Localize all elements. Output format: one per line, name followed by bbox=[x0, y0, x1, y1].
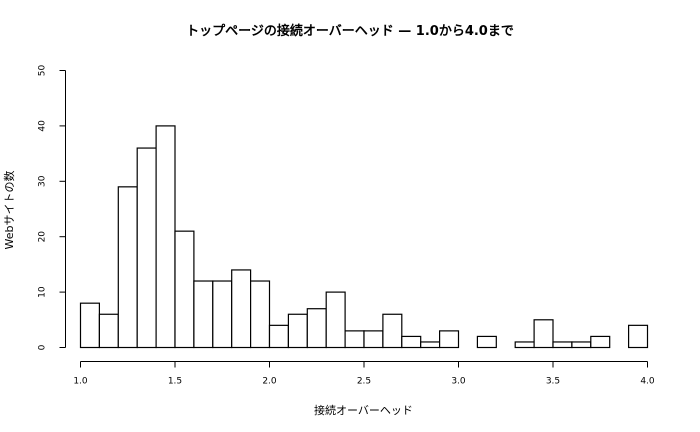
histogram-bar bbox=[439, 330, 460, 349]
histogram-bar bbox=[476, 335, 497, 349]
chart-title: トップページの接続オーバーヘッド — 1.0から4.0まで bbox=[186, 24, 514, 39]
histogram-bar bbox=[552, 341, 573, 349]
histogram-bar bbox=[79, 302, 100, 349]
histogram-bar bbox=[627, 324, 649, 349]
x-tick-label: 1.0 bbox=[73, 377, 88, 387]
y-tick-label: 10 bbox=[38, 286, 48, 298]
histogram-bar bbox=[231, 269, 252, 349]
y-axis: 0 10 20 30 40 50 bbox=[38, 65, 66, 350]
x-tick-label: 1.5 bbox=[168, 377, 182, 387]
histogram-bar bbox=[268, 324, 289, 349]
y-tick-label: 40 bbox=[38, 120, 48, 132]
histogram-bar bbox=[514, 341, 535, 349]
histogram-bar bbox=[344, 330, 365, 349]
histogram-bar bbox=[212, 280, 233, 349]
y-tick-label: 0 bbox=[38, 344, 48, 350]
histogram-bar bbox=[571, 341, 592, 349]
histogram-bar bbox=[306, 308, 327, 349]
histogram-bar bbox=[136, 147, 157, 349]
histogram-bar bbox=[382, 313, 403, 349]
histogram-bar bbox=[155, 125, 176, 349]
histogram-bar bbox=[590, 335, 611, 349]
histogram-bar bbox=[420, 341, 441, 349]
histogram-bars bbox=[79, 125, 649, 349]
x-tick-label: 2.0 bbox=[262, 377, 277, 387]
y-tick-label: 20 bbox=[38, 231, 48, 243]
histogram-bar bbox=[363, 330, 384, 349]
x-tick-label: 4.0 bbox=[640, 377, 655, 387]
x-tick-label: 2.5 bbox=[357, 377, 371, 387]
x-tick-label: 3.5 bbox=[546, 377, 560, 387]
histogram-bar bbox=[401, 335, 422, 349]
histogram-bar bbox=[287, 313, 308, 349]
y-tick-label: 30 bbox=[38, 175, 48, 187]
histogram-bar bbox=[193, 280, 214, 349]
histogram-bar bbox=[98, 313, 119, 349]
x-tick-label: 3.0 bbox=[451, 377, 466, 387]
histogram-bar bbox=[533, 319, 554, 349]
y-tick-label: 50 bbox=[38, 65, 48, 77]
histogram-bar bbox=[325, 291, 346, 349]
histogram-bar bbox=[174, 230, 195, 349]
x-axis: 1.0 1.5 2.0 2.5 3.0 3.5 4.0 bbox=[73, 361, 655, 387]
x-axis-label: 接続オーバーヘッド bbox=[314, 404, 413, 417]
histogram-bar bbox=[250, 280, 271, 349]
histogram-bar bbox=[117, 186, 138, 349]
